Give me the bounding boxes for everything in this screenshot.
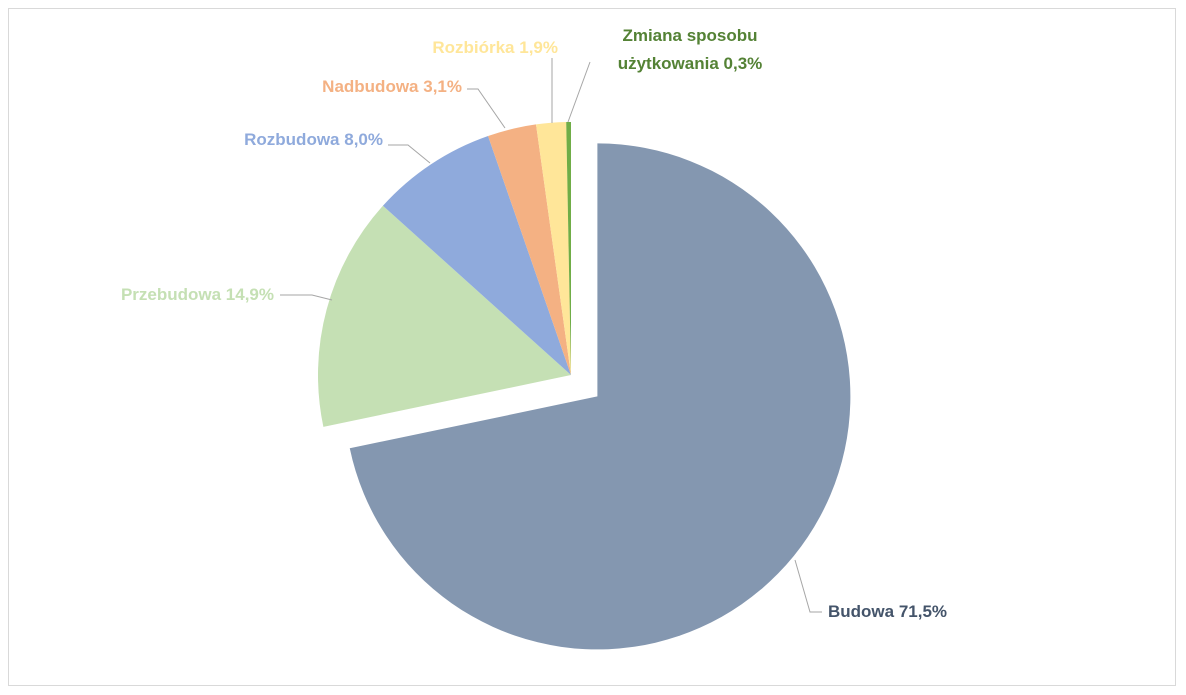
category-label: Zmiana sposobu użytkowania [617, 26, 758, 73]
leader-line [388, 144, 431, 164]
leader-line [467, 88, 506, 129]
category-label: Budowa [828, 602, 895, 621]
value-label: 8,0% [344, 130, 383, 149]
category-label: Przebudowa [120, 285, 222, 304]
value-label: 71,5% [898, 602, 948, 621]
category-label: Rozbiórka [432, 38, 515, 57]
leader-line [794, 559, 822, 613]
data-label: Rozbiórka 1,9% [432, 34, 558, 62]
leader-line [567, 61, 591, 123]
pie-slice [382, 135, 571, 375]
chart-frame [8, 8, 1176, 686]
value-label: 14,9% [225, 285, 274, 304]
data-label: Przebudowa 14,9% [121, 281, 274, 309]
value-label: 1,9% [519, 38, 558, 57]
pie-slice [488, 124, 571, 375]
data-label: Nadbudowa 3,1% [322, 73, 462, 101]
pie-slice [536, 122, 571, 375]
value-label: 0,3% [723, 54, 763, 73]
pie-slice [566, 122, 571, 375]
data-label: Rozbudowa 8,0% [244, 126, 383, 154]
value-label: 3,1% [423, 77, 462, 96]
pie-slice [317, 205, 571, 427]
data-label: Zmiana sposobu użytkowania 0,3% [590, 22, 790, 78]
leader-line [280, 294, 333, 301]
data-label: Budowa 71,5% [828, 598, 947, 626]
pie-slice [349, 143, 851, 650]
category-label: Rozbudowa [244, 130, 340, 149]
category-label: Nadbudowa [322, 77, 419, 96]
